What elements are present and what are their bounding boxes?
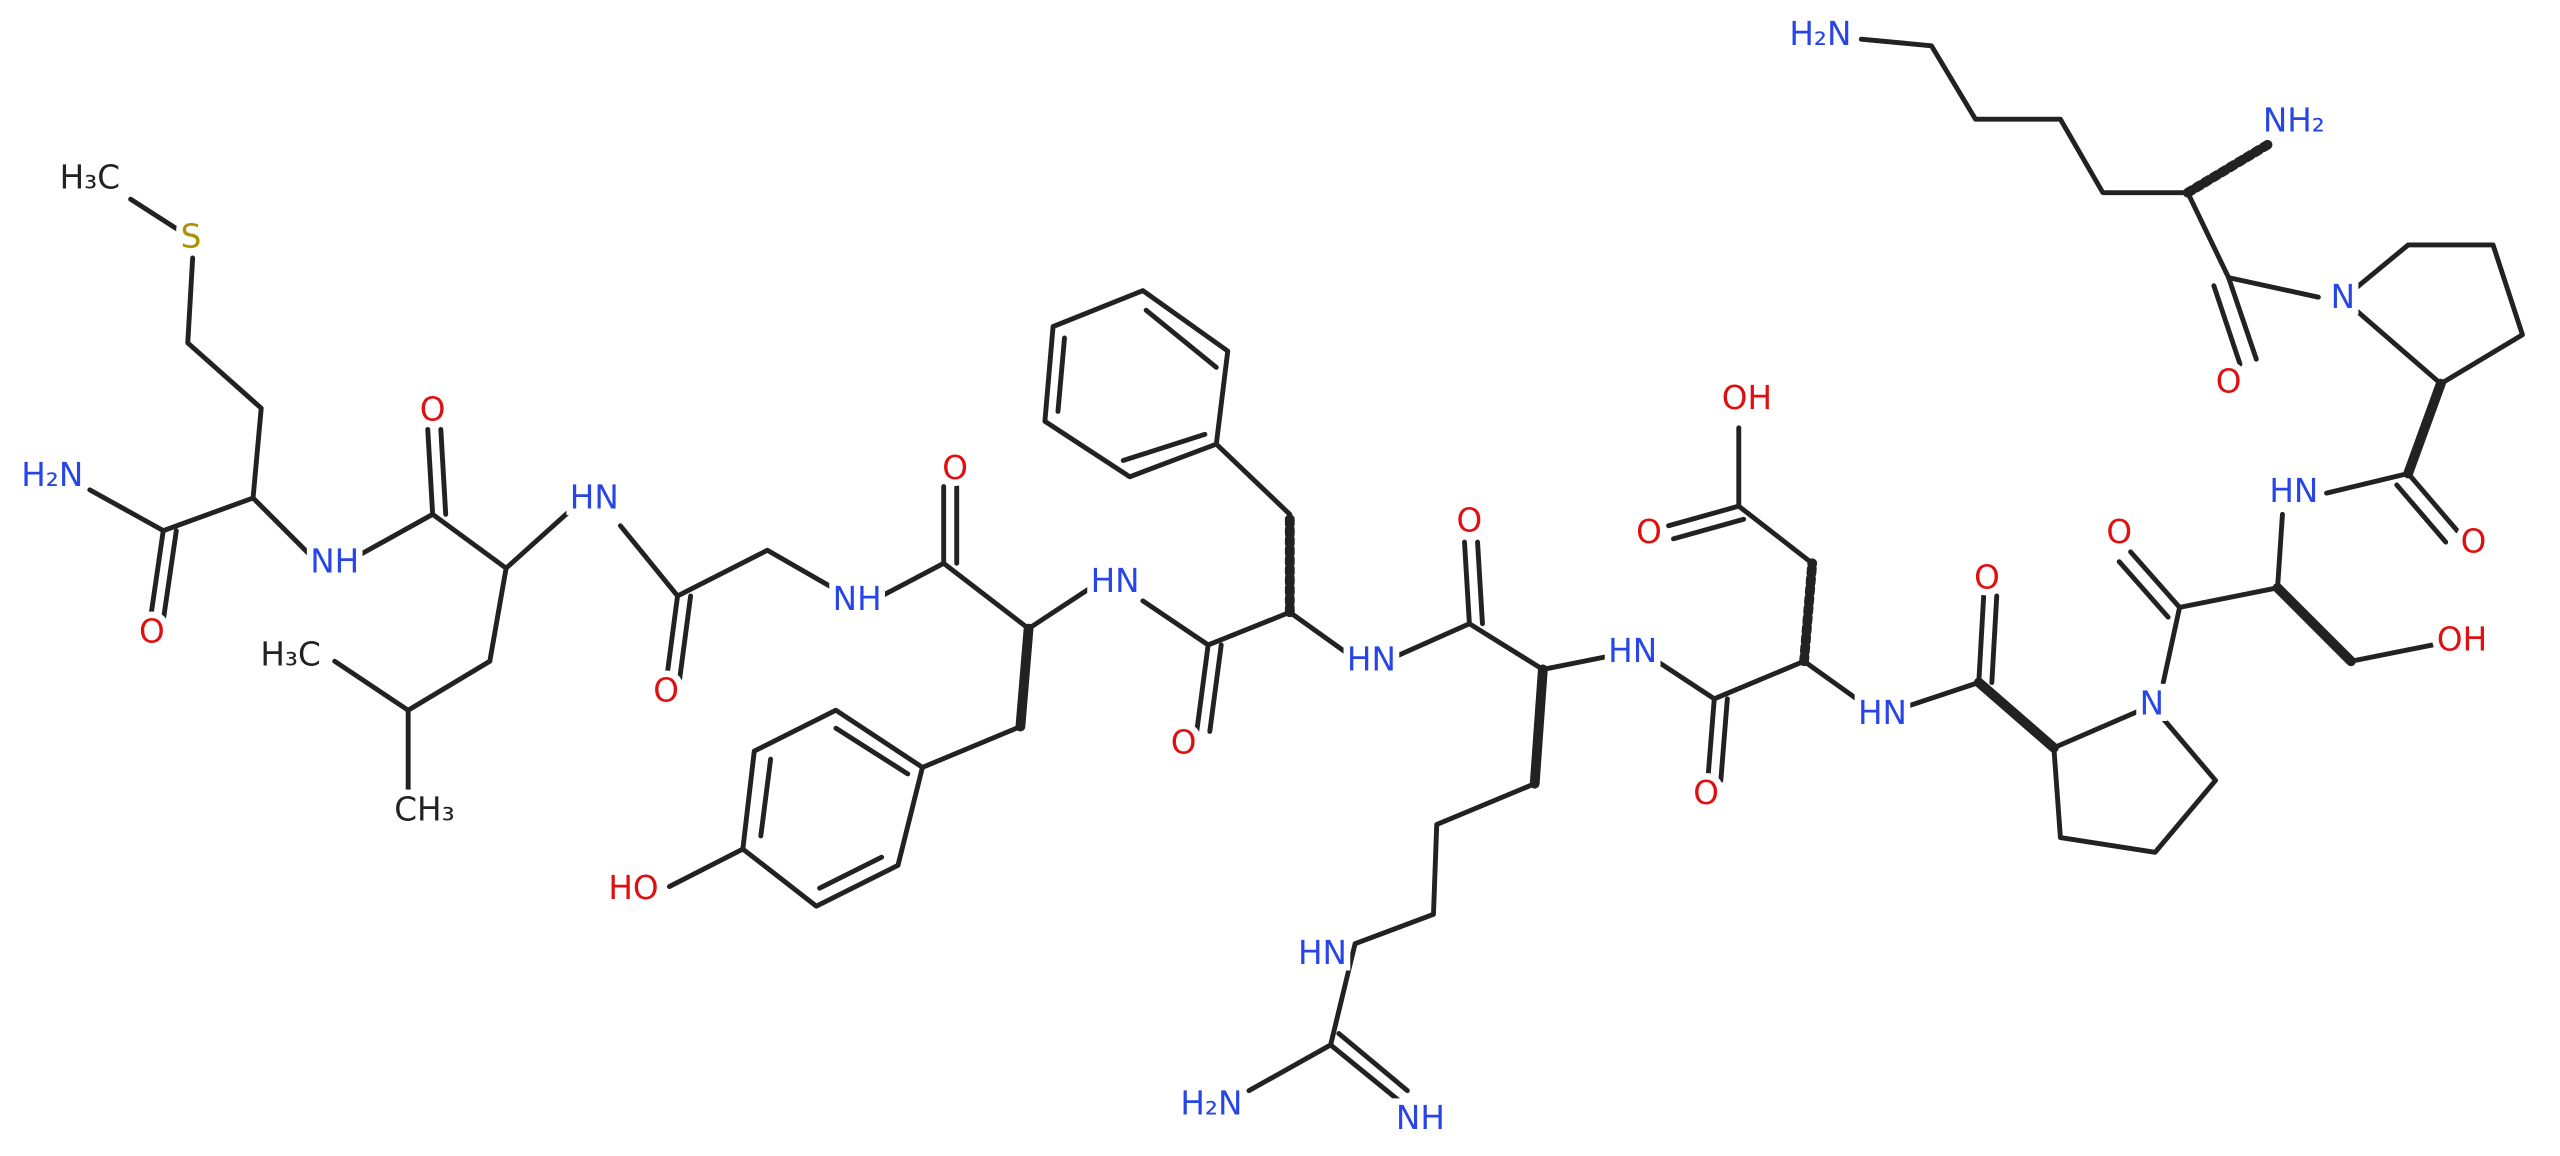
atom: O	[2216, 363, 2242, 401]
atom-labels: H₂N NH₂ N O HN O O OH N O HN OH O HN O O…	[15, 8, 2494, 1143]
atom: S	[181, 217, 202, 255]
atom: H₂N	[21, 456, 83, 494]
atom: CH₃	[394, 790, 454, 828]
atom: NH	[310, 542, 359, 580]
atom: H₃C	[260, 635, 320, 673]
atom: O	[420, 390, 446, 428]
atom: O	[1171, 724, 1197, 762]
atom: O	[1636, 513, 1662, 551]
atom: O	[1974, 559, 2000, 597]
atom: HN	[1298, 934, 1347, 972]
atom: N	[2331, 278, 2355, 316]
atom: O	[942, 449, 968, 487]
atom: N	[2140, 684, 2164, 722]
atom: NH₂	[2263, 101, 2325, 139]
atom: HO	[608, 869, 658, 907]
atom: H₂N	[1789, 15, 1851, 53]
atom: HN	[1608, 632, 1657, 670]
atom: NH	[833, 580, 882, 618]
atom: HN	[1091, 562, 1140, 600]
atom: O	[1693, 774, 1719, 812]
atom: OH	[2437, 621, 2487, 659]
atom: HN	[1858, 694, 1907, 732]
atom: NH	[1396, 1099, 1445, 1137]
atom: O	[2106, 513, 2132, 551]
atom: H₃C	[60, 159, 120, 197]
atom: HN	[2269, 472, 2318, 510]
atom: HN	[1347, 640, 1396, 678]
atom: O	[2461, 523, 2487, 561]
atom: OH	[1722, 379, 1772, 417]
atom: O	[653, 671, 679, 709]
atom: O	[1457, 501, 1483, 539]
atom: O	[139, 613, 165, 651]
atom: H₂N	[1180, 1084, 1242, 1122]
bonds	[87, 36, 2525, 1105]
atom: HN	[570, 479, 619, 517]
